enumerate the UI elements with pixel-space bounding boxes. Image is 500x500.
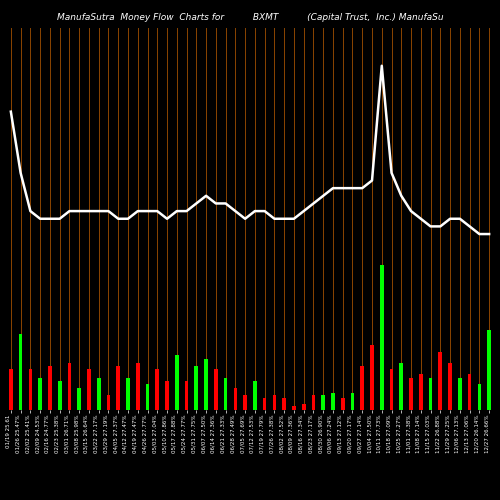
Bar <box>214 370 218 410</box>
Bar <box>146 384 150 410</box>
Bar <box>312 396 316 410</box>
Bar <box>360 366 364 410</box>
Bar <box>38 378 42 410</box>
Bar <box>390 370 394 410</box>
Bar <box>97 378 100 410</box>
Bar <box>448 364 452 410</box>
Bar <box>350 392 354 410</box>
Bar <box>175 355 178 410</box>
Bar <box>156 370 159 410</box>
Bar <box>194 366 198 410</box>
Bar <box>488 330 491 410</box>
Bar <box>438 352 442 410</box>
Bar <box>244 396 247 410</box>
Bar <box>68 364 71 410</box>
Bar <box>19 334 22 410</box>
Bar <box>184 381 188 410</box>
Bar <box>224 378 228 410</box>
Bar <box>322 396 325 410</box>
Bar <box>409 378 413 410</box>
Bar <box>48 366 52 410</box>
Bar <box>204 359 208 410</box>
Bar <box>331 392 335 410</box>
Bar <box>116 366 120 410</box>
Bar <box>28 370 32 410</box>
Bar <box>58 381 61 410</box>
Bar <box>253 381 256 410</box>
Bar <box>292 406 296 410</box>
Bar <box>419 374 422 410</box>
Bar <box>468 374 471 410</box>
Bar <box>126 378 130 410</box>
Bar <box>106 396 110 410</box>
Bar <box>263 398 266 410</box>
Bar <box>165 381 169 410</box>
Bar <box>458 378 462 410</box>
Bar <box>282 398 286 410</box>
Bar <box>78 388 81 410</box>
Text: ManufaSutra  Money Flow  Charts for          BXMT          (Capital Trust,  Inc.: ManufaSutra Money Flow Charts for BXMT (… <box>56 12 444 22</box>
Bar <box>370 344 374 410</box>
Bar <box>87 370 91 410</box>
Bar <box>136 364 140 410</box>
Bar <box>9 370 13 410</box>
Bar <box>400 364 403 410</box>
Bar <box>341 398 344 410</box>
Bar <box>478 384 481 410</box>
Bar <box>272 396 276 410</box>
Bar <box>302 404 306 410</box>
Bar <box>234 388 237 410</box>
Bar <box>428 378 432 410</box>
Bar <box>380 264 384 410</box>
